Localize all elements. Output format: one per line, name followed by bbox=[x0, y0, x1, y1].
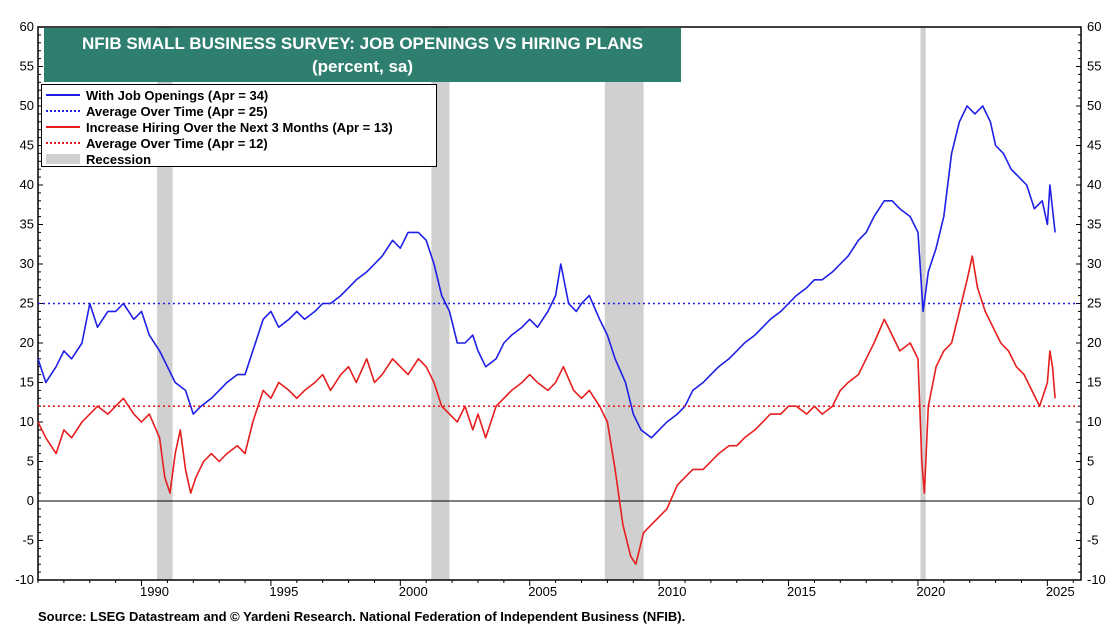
y-tick-label-right: 50 bbox=[1087, 98, 1101, 113]
legend-item-job-openings: With Job Openings (Apr = 34) bbox=[46, 87, 436, 103]
legend: With Job Openings (Apr = 34) Average Ove… bbox=[41, 84, 437, 167]
y-tick-label-right: 15 bbox=[1087, 375, 1101, 390]
y-tick-label-right: 55 bbox=[1087, 59, 1101, 74]
legend-label: Increase Hiring Over the Next 3 Months (… bbox=[86, 119, 393, 135]
y-tick-label-left: 15 bbox=[20, 375, 34, 390]
chart-subtitle: (percent, sa) bbox=[311, 57, 414, 76]
x-tick-label: 1995 bbox=[269, 584, 298, 599]
y-tick-label-right: 45 bbox=[1087, 138, 1101, 153]
y-tick-label-left: 50 bbox=[20, 98, 34, 113]
legend-swatch-red-dotted bbox=[46, 142, 80, 144]
y-tick-label-right: 60 bbox=[1087, 19, 1101, 34]
y-tick-label-left: 55 bbox=[20, 59, 34, 74]
y-tick-label-right: 30 bbox=[1087, 256, 1101, 271]
y-tick-label-left: 25 bbox=[20, 296, 34, 311]
y-tick-label-left: 45 bbox=[20, 138, 34, 153]
x-tick-label: 2005 bbox=[528, 584, 557, 599]
y-tick-label-right: 40 bbox=[1087, 177, 1101, 192]
legend-swatch-blue-dotted bbox=[46, 110, 80, 112]
series-lines bbox=[37, 105, 1079, 566]
y-tick-label-right: -5 bbox=[1087, 533, 1099, 548]
y-tick-label-right: 35 bbox=[1087, 217, 1101, 232]
chart-title-box: NFIB SMALL BUSINESS SURVEY: JOB OPENINGS… bbox=[44, 28, 681, 82]
y-tick-label-left: 30 bbox=[20, 256, 34, 271]
y-tick-label-left: -5 bbox=[22, 533, 34, 548]
y-tick-label-right: 5 bbox=[1087, 454, 1094, 469]
y-tick-label-left: 35 bbox=[20, 217, 34, 232]
x-tick-label: 2020 bbox=[916, 584, 945, 599]
y-tick-label-left: 60 bbox=[20, 19, 34, 34]
legend-label: With Job Openings (Apr = 34) bbox=[86, 87, 269, 103]
y-tick-label-left: 40 bbox=[20, 177, 34, 192]
y-tick-label-left: 0 bbox=[27, 493, 34, 508]
legend-swatch-blue-solid bbox=[46, 94, 80, 96]
y-tick-label-right: 25 bbox=[1087, 296, 1101, 311]
x-tick-label: 2025 bbox=[1046, 584, 1075, 599]
legend-item-job-openings-average: Average Over Time (Apr = 25) bbox=[46, 103, 436, 119]
legend-swatch-red-solid bbox=[46, 126, 80, 128]
y-tick-label-right: 10 bbox=[1087, 414, 1101, 429]
x-tick-label: 2010 bbox=[658, 584, 687, 599]
y-tick-label-right: 20 bbox=[1087, 335, 1101, 350]
chart-title: NFIB SMALL BUSINESS SURVEY: JOB OPENINGS… bbox=[81, 34, 644, 53]
x-tick-label: 2000 bbox=[399, 584, 428, 599]
x-tick-label: 2015 bbox=[787, 584, 816, 599]
y-tick-label-left: 10 bbox=[20, 414, 34, 429]
series-line-0 bbox=[37, 105, 1056, 439]
y-tick-label-right: -10 bbox=[1087, 572, 1106, 587]
y-tick-label-right: 0 bbox=[1087, 493, 1094, 508]
x-tick-label: 1990 bbox=[140, 584, 169, 599]
legend-item-recession: Recession bbox=[46, 151, 436, 167]
series-line-2 bbox=[37, 255, 1056, 566]
legend-item-hiring-plans-average: Average Over Time (Apr = 12) bbox=[46, 135, 436, 151]
legend-item-hiring-plans: Increase Hiring Over the Next 3 Months (… bbox=[46, 119, 436, 135]
legend-label: Average Over Time (Apr = 25) bbox=[86, 103, 268, 119]
legend-label: Average Over Time (Apr = 12) bbox=[86, 135, 268, 151]
legend-label: Recession bbox=[86, 151, 152, 167]
source-note: Source: LSEG Datastream and © Yardeni Re… bbox=[38, 609, 686, 624]
legend-swatch-recession bbox=[46, 154, 80, 164]
y-tick-label-left: -10 bbox=[15, 572, 34, 587]
y-tick-label-left: 20 bbox=[20, 335, 34, 350]
y-tick-label-left: 5 bbox=[27, 454, 34, 469]
